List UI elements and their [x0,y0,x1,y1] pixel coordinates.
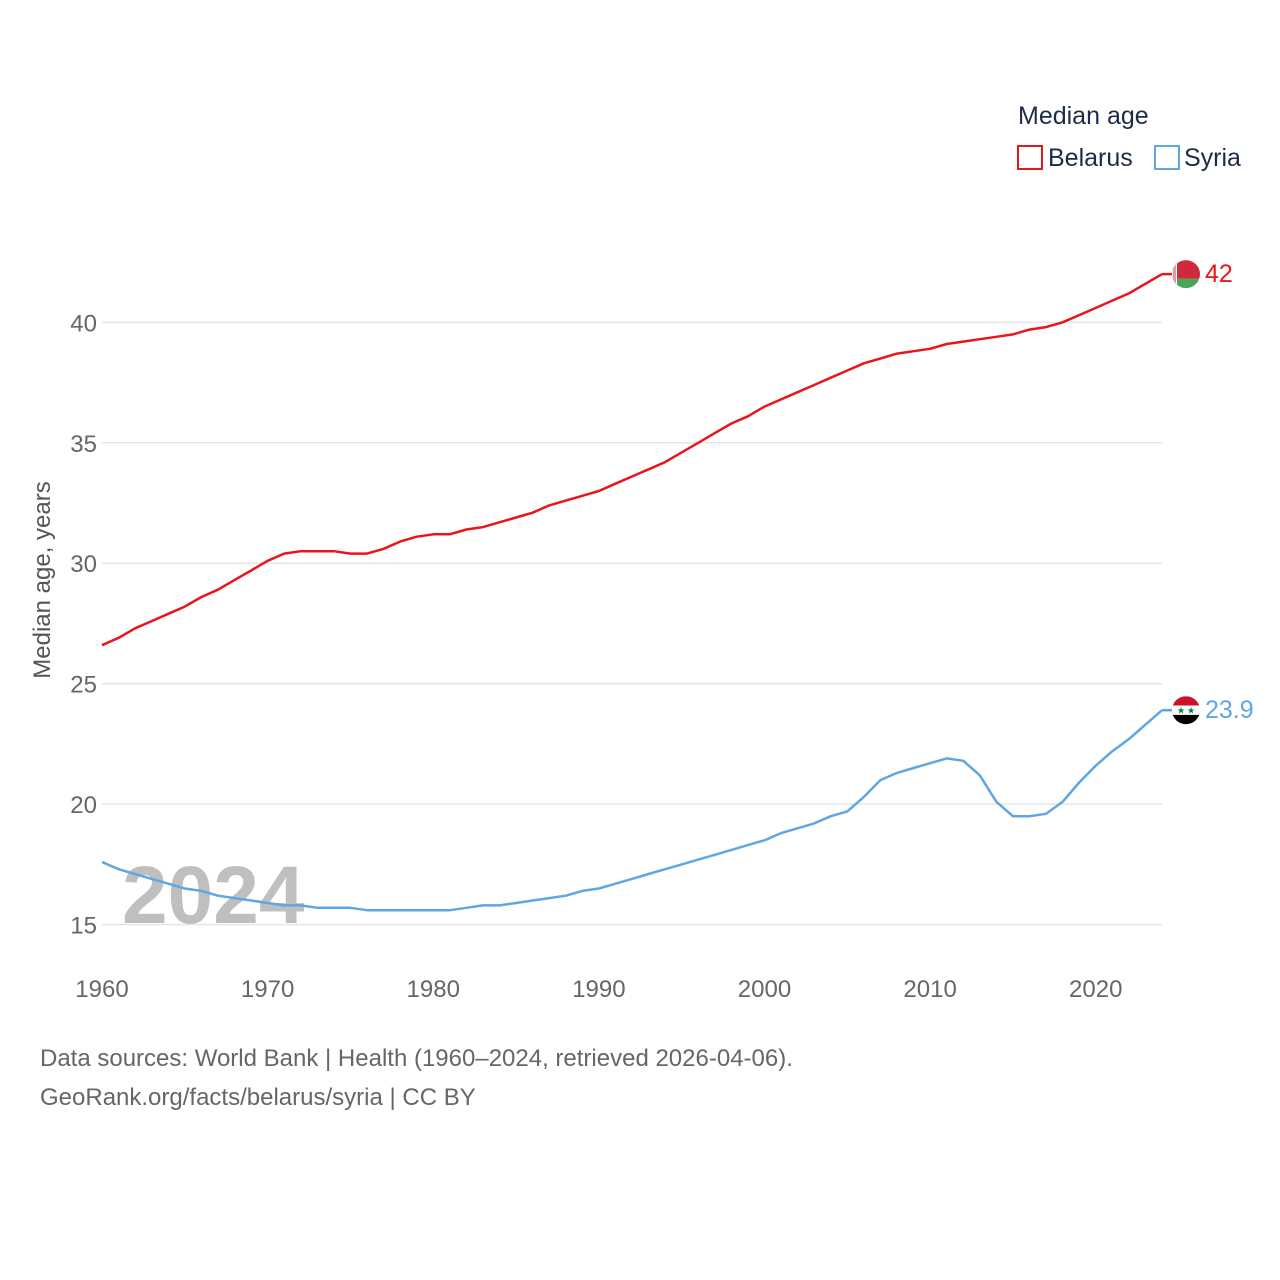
legend-item-belarus[interactable]: Belarus [1017,144,1133,172]
gridlines [102,321,1162,926]
legend-label-syria: Syria [1184,144,1241,172]
series-lines [101,273,1163,912]
legend-swatch-belarus [1017,145,1043,170]
x-tick-label-2010: 2010 [903,976,956,1003]
credit-line[interactable]: GeoRank.org/facts/belarus/syria | CC BY [40,1084,476,1111]
line-chart: 15 20 25 30 35 40 1960 1970 1980 1990 2000 2010 202… [29,102,1254,1003]
y-tick-label-20: 20 [70,792,97,819]
x-tick-label-2000: 2000 [738,976,791,1003]
x-tick-label-2020: 2020 [1069,976,1122,1003]
x-axis-ticks: 1960 1970 1980 1990 2000 2010 2020 [75,976,1122,1003]
legend-label-belarus: Belarus [1048,144,1133,172]
belarus-flag-icon [1172,260,1200,289]
legend-title: Median age [1018,102,1149,130]
y-tick-label-25: 25 [70,672,97,699]
y-tick-label-30: 30 [70,551,97,578]
syria-flag-icon: ★ ★ [1172,696,1200,725]
y-tick-label-15: 15 [70,913,97,940]
y-axis-ticks: 15 20 25 30 35 40 [70,310,97,939]
y-axis-title: Median age, years [29,481,56,678]
x-tick-label-1970: 1970 [241,976,294,1003]
end-value-label-belarus: 42 [1205,260,1233,288]
data-sources-note: Data sources: World Bank | Health (1960–… [40,1045,793,1072]
legend-item-syria[interactable]: Syria [1154,144,1241,172]
y-tick-label-40: 40 [70,310,97,337]
series-line-syria[interactable] [101,709,1163,912]
svg-text:★: ★ [1187,706,1195,716]
x-tick-label-1960: 1960 [75,976,128,1003]
end-value-label-syria: 23.9 [1205,696,1254,724]
series-line-belarus[interactable] [101,273,1163,647]
legend-swatch-syria [1154,145,1180,170]
x-tick-label-1980: 1980 [407,976,460,1003]
svg-text:★: ★ [1177,706,1185,716]
y-tick-label-35: 35 [70,431,97,458]
series-end-markers: 42★ ★ 23.9 [1162,260,1254,725]
x-tick-label-1990: 1990 [572,976,625,1003]
